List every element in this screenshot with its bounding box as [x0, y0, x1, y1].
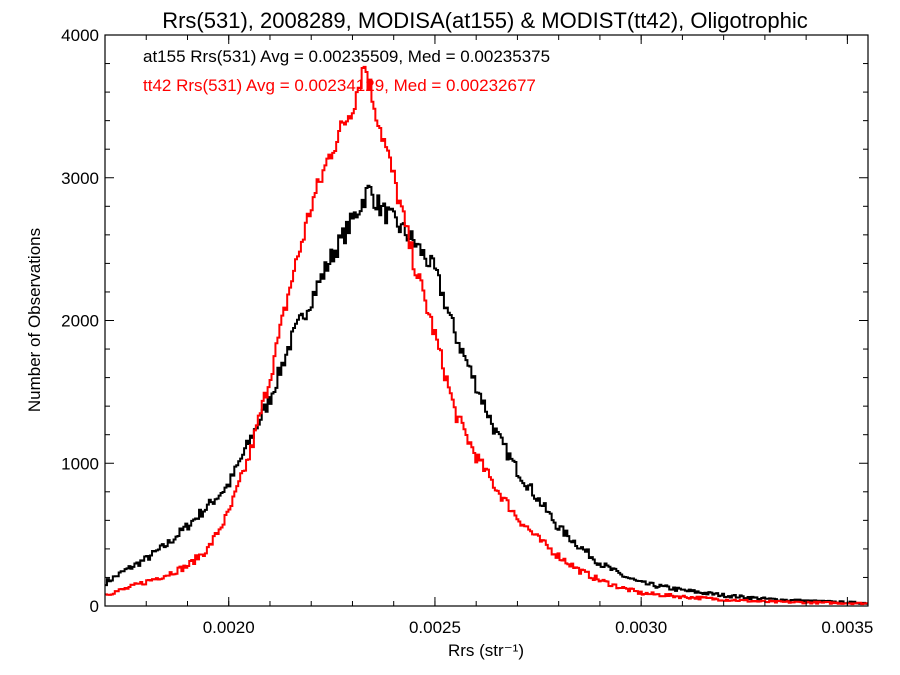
x-axis-title: Rrs (str⁻¹): [448, 641, 524, 660]
series-layer: [105, 65, 869, 606]
annotation-at155: at155 Rrs(531) Avg = 0.00235509, Med = 0…: [143, 47, 550, 66]
x-axis: 0.0020 0.0025 0.0030 0.0035: [104, 35, 873, 637]
y-tick-label: 3000: [61, 169, 99, 188]
y-axis: 0 1000 2000 3000 4000: [61, 26, 868, 616]
x-tick-label: 0.0030: [615, 618, 667, 637]
chart-title: Rrs(531), 2008289, MODISA(at155) & MODIS…: [162, 8, 808, 33]
y-axis-title: Number of Observations: [25, 228, 44, 412]
y-tick-label: 1000: [61, 454, 99, 473]
y-tick-label: 0: [90, 597, 99, 616]
x-tick-label: 0.0035: [821, 618, 873, 637]
x-tick-label: 0.0025: [409, 618, 461, 637]
y-tick-label: 4000: [61, 26, 99, 45]
y-tick-label: 2000: [61, 312, 99, 331]
x-tick-label: 0.0020: [203, 618, 255, 637]
series-line-1: [105, 65, 869, 606]
annotation-tt42: tt42 Rrs(531) Avg = 0.00234129, Med = 0.…: [143, 76, 536, 95]
series-line-0: [105, 184, 869, 605]
